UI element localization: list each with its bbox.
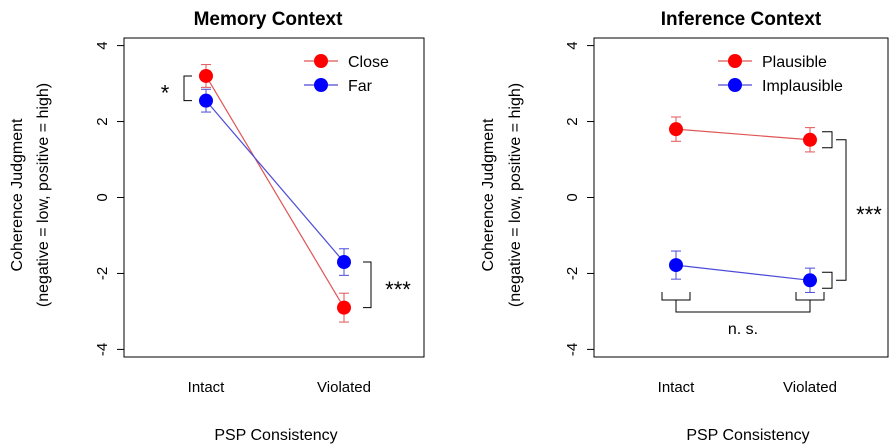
legend-label: Plausible — [762, 54, 827, 71]
significance-bracket — [795, 292, 825, 301]
x-axis-label: PSP Consistency — [686, 427, 809, 444]
y-axis-label: Coherence Judgment — [480, 118, 497, 272]
significance-label: *** — [856, 202, 882, 227]
chart-title: Memory Context — [194, 9, 344, 30]
chart-title: Inference Context — [661, 9, 822, 30]
data-point — [803, 132, 817, 147]
data-point — [669, 122, 683, 137]
data-point — [803, 273, 817, 288]
y-tick-label: -2 — [94, 267, 111, 280]
significance-bracket — [836, 139, 847, 281]
significance-bracket — [822, 271, 833, 289]
y-tick-label: 0 — [564, 193, 581, 201]
x-axis-label: PSP Consistency — [214, 427, 337, 444]
legend-marker — [728, 54, 742, 68]
x-tick-label: Intact — [658, 379, 696, 396]
significance-label: n. s. — [728, 321, 758, 338]
series-line — [675, 128, 811, 141]
memory-context-panel: Memory Context Coherence Judgment (negat… — [9, 9, 425, 444]
significance-label: * — [161, 80, 170, 105]
significance-label: *** — [385, 277, 411, 302]
legend-marker — [314, 78, 328, 92]
data-point — [337, 255, 351, 270]
y-tick-label: -4 — [94, 343, 111, 356]
data-point — [669, 258, 683, 273]
legend-label: Far — [348, 78, 373, 95]
series-line — [675, 264, 811, 281]
inference-context-panel: Inference Context Coherence Judgment (ne… — [480, 9, 889, 444]
x-tick-label: Violated — [783, 379, 837, 396]
data-point — [199, 93, 213, 108]
y-tick-label: 4 — [94, 41, 111, 49]
x-tick-label: Violated — [317, 379, 371, 396]
significance-bracket — [363, 261, 372, 309]
data-point — [199, 68, 213, 83]
significance-bracket — [661, 292, 691, 301]
data-point — [337, 300, 351, 315]
y-axis-label-sub: (negative = low, positive = high) — [507, 83, 524, 307]
significance-bracket — [183, 75, 192, 102]
y-tick-label: 0 — [94, 193, 111, 201]
legend-marker — [314, 54, 328, 68]
y-tick-label: -2 — [564, 267, 581, 280]
y-tick-label: 4 — [564, 41, 581, 49]
series-line — [205, 100, 345, 263]
series-line — [205, 75, 345, 308]
y-tick-label: 2 — [564, 117, 581, 125]
y-axis-label: Coherence Judgment — [9, 118, 26, 272]
legend-label: Close — [348, 54, 389, 71]
significance-bracket — [675, 300, 811, 313]
legend-label: Implausible — [762, 78, 843, 95]
significance-bracket — [822, 131, 833, 149]
y-axis-label-sub: (negative = low, positive = high) — [35, 83, 52, 307]
x-tick-label: Intact — [188, 379, 226, 396]
legend-marker — [728, 78, 742, 92]
y-tick-label: 2 — [94, 117, 111, 125]
y-tick-label: -4 — [564, 343, 581, 356]
